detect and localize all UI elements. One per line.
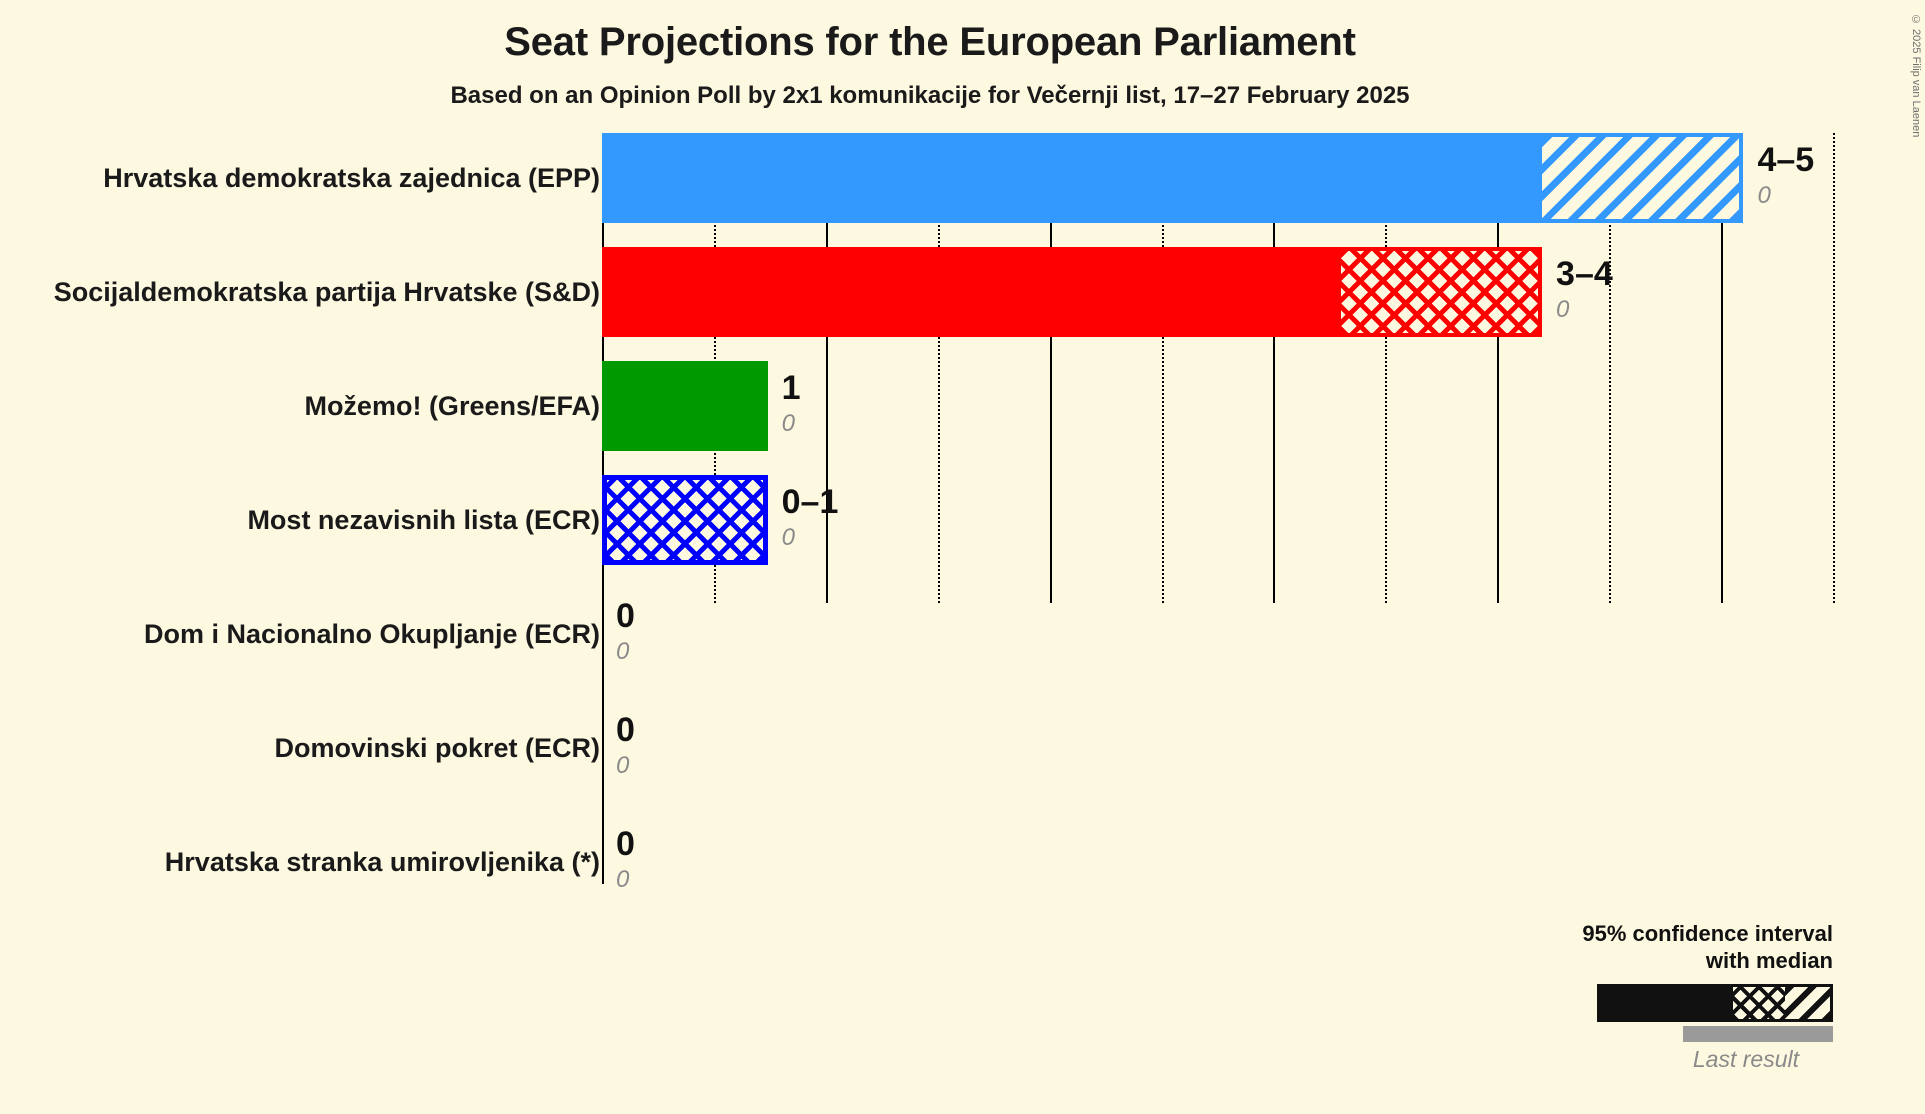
legend-last-result-label: Last result xyxy=(1692,1046,1799,1072)
last-result-value: 0 xyxy=(1757,182,1771,209)
last-result-value: 0 xyxy=(616,752,630,779)
confidence-interval-value: 4–5 xyxy=(1757,141,1815,179)
copyright-notice: © 2025 Filip van Laenen xyxy=(1910,14,1922,138)
confidence-interval-value: 0 xyxy=(616,597,635,635)
legend-last-result-swatch xyxy=(1683,1026,1833,1042)
party-label: Domovinski pokret (ECR) xyxy=(274,733,600,763)
legend-diagonal-hatch-segment xyxy=(1785,984,1833,1022)
legend-crosshatch-segment xyxy=(1733,984,1785,1022)
bar-confidence-interval-segment xyxy=(1340,247,1543,337)
chart-subtitle: Based on an Opinion Poll by 2x1 komunika… xyxy=(450,82,1410,109)
chart-row: Hrvatska demokratska zajednica (EPP) 4–5 0 xyxy=(103,133,1833,223)
legend-caption-line2: with median xyxy=(1705,948,1833,973)
bar-median-segment xyxy=(602,133,1543,223)
last-result-value: 0 xyxy=(781,410,795,437)
gridline-major xyxy=(1721,133,1724,603)
value-label-group: 0–1 0 xyxy=(782,480,839,552)
last-result-value: 0 xyxy=(616,866,630,893)
chart-row: Hrvatska stranka umirovljenika (*) 0 0 xyxy=(165,817,1833,907)
party-label: Hrvatska stranka umirovljenika (*) xyxy=(164,847,600,877)
legend: 95% confidence interval with median Last… xyxy=(1533,920,1833,1073)
bar-median-segment xyxy=(602,361,768,451)
confidence-interval-value: 1 xyxy=(781,369,801,407)
confidence-interval-value: 3–4 xyxy=(1556,255,1613,293)
gridline-major xyxy=(825,133,828,603)
gridline-minor xyxy=(1161,133,1164,603)
bar-median-segment xyxy=(602,247,1341,337)
party-label: Dom i Nacionalno Okupljanje (ECR) xyxy=(143,619,600,649)
party-label: Možemo! (Greens/EFA) xyxy=(304,391,600,421)
gridline-minor xyxy=(1385,133,1388,603)
last-result-value: 0 xyxy=(616,638,630,665)
chart-row: Socijaldemokratska partija Hrvatske (S&D… xyxy=(54,247,1833,337)
bar-confidence-interval-segment xyxy=(602,475,768,565)
gridline-minor xyxy=(937,133,940,603)
legend-caption-line1: 95% confidence interval xyxy=(1582,921,1833,946)
gridline-major xyxy=(1273,133,1276,603)
bar-confidence-interval-segment xyxy=(1542,133,1744,223)
last-result-value: 0 xyxy=(1556,296,1570,323)
page-title: Seat Projections for the European Parlia… xyxy=(504,20,1356,64)
gridline-major xyxy=(1497,133,1500,603)
confidence-interval-value: 0–1 xyxy=(781,483,839,521)
value-label-group: 3–4 0 xyxy=(1556,252,1613,324)
chart-row: Dom i Nacionalno Okupljanje (ECR) 0 0 xyxy=(144,589,1833,679)
confidence-interval-value: 0 xyxy=(616,711,635,749)
gridline-minor xyxy=(1609,133,1612,603)
chart-row: Most nezavisnih lista (ECR) 0–1 0 xyxy=(247,475,1833,565)
confidence-interval-value: 0 xyxy=(616,825,635,863)
value-label-group: 4–5 0 xyxy=(1757,138,1814,210)
gridline-major xyxy=(1049,133,1052,603)
chart-row: Možemo! (Greens/EFA) 1 0 xyxy=(304,361,1833,451)
chart-row: Domovinski pokret (ECR) 0 0 xyxy=(274,703,1833,793)
plot-area: Hrvatska demokratska zajednica (EPP) 4–5 0… xyxy=(54,133,1835,1084)
legend-confidence-swatch xyxy=(1597,984,1833,1022)
party-label: Socijaldemokratska partija Hrvatske (S&D… xyxy=(53,277,600,307)
last-result-value: 0 xyxy=(781,524,795,551)
gridline-minor xyxy=(1833,133,1835,603)
party-label: Hrvatska demokratska zajednica (EPP) xyxy=(103,163,600,193)
party-label: Most nezavisnih lista (ECR) xyxy=(247,505,600,535)
legend-caption: 95% confidence interval with median xyxy=(1533,920,1833,974)
